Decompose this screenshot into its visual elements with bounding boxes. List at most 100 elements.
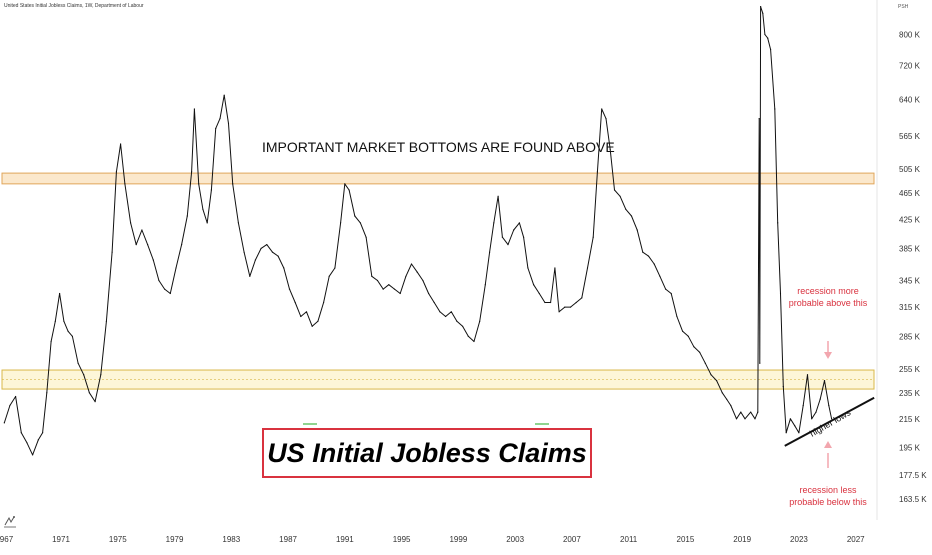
data-point <box>831 418 833 420</box>
data-point <box>704 362 706 364</box>
data-point <box>754 418 756 420</box>
data-point <box>334 267 336 269</box>
data-point <box>740 411 742 413</box>
data-point <box>344 183 346 185</box>
data-point <box>433 301 435 304</box>
data-point <box>371 275 373 277</box>
data-point <box>410 263 413 265</box>
data-point <box>544 301 546 304</box>
x-tick-label: 2011 <box>620 535 638 544</box>
price-unit: PSH <box>898 4 909 10</box>
data-point <box>613 189 616 191</box>
x-tick-label: 1971 <box>52 535 70 544</box>
data-point <box>601 108 603 110</box>
x-tick-label: 2007 <box>563 535 581 544</box>
x-tick-label: 1991 <box>336 535 354 544</box>
data-point <box>774 108 776 110</box>
y-tick-label: 235 K <box>899 389 921 398</box>
data-point <box>67 330 69 332</box>
data-point <box>605 118 607 120</box>
data-point <box>54 320 56 322</box>
data-point <box>586 267 589 269</box>
data-point <box>186 215 188 217</box>
y-tick-label: 385 K <box>899 244 921 253</box>
data-point <box>785 432 787 434</box>
data-point <box>497 195 499 197</box>
data-point <box>653 263 655 265</box>
data-point <box>533 284 535 286</box>
data-point <box>26 442 28 444</box>
data-point <box>227 122 230 125</box>
data-point <box>819 398 821 400</box>
data-point <box>283 267 285 269</box>
upper-band-text: IMPORTANT MARKET BOTTOMS ARE FOUND ABOVE <box>262 139 615 155</box>
data-point <box>798 432 800 434</box>
data-point <box>416 271 418 273</box>
data-point <box>489 251 491 253</box>
y-axis: 163.5 K 177.5 K 195 K 215 K 235 K 255 K 285 K 3… <box>899 30 927 503</box>
data-point <box>215 127 217 130</box>
data-point <box>206 222 208 224</box>
data-point <box>726 398 728 400</box>
data-point <box>445 315 447 318</box>
data-point <box>642 251 644 253</box>
data-point <box>94 401 96 403</box>
data-point <box>219 118 221 120</box>
data-point <box>191 171 193 173</box>
data-point <box>42 432 44 434</box>
data-point <box>757 411 759 413</box>
data-point <box>100 374 102 376</box>
data-point <box>828 404 830 407</box>
data-point <box>523 236 525 238</box>
data-point <box>237 222 239 224</box>
data-point <box>473 340 475 343</box>
data-point <box>670 292 672 295</box>
data-point <box>647 255 650 257</box>
data-point <box>115 171 117 173</box>
y-tick-label: 195 K <box>899 443 921 452</box>
data-point <box>59 292 61 295</box>
y-tick-label: 565 K <box>899 132 921 141</box>
series-line-0 <box>3 6 833 456</box>
x-tick-label: 2015 <box>677 535 695 544</box>
data-point <box>710 374 712 376</box>
data-point <box>676 315 678 318</box>
data-point <box>554 267 556 269</box>
data-point <box>682 330 684 332</box>
data-point <box>83 374 85 376</box>
data-point <box>266 244 268 246</box>
data-point <box>484 284 486 286</box>
y-tick-label: 315 K <box>899 303 921 312</box>
data-point <box>716 380 718 382</box>
x-tick-label: 2023 <box>790 535 808 544</box>
data-point <box>399 292 401 295</box>
x-tick-label: 1979 <box>166 535 184 544</box>
data-point <box>750 411 752 413</box>
data-point <box>759 362 761 364</box>
note-above: recession more probable above this <box>789 286 868 308</box>
x-tick-label: 1987 <box>279 535 297 544</box>
data-point <box>37 439 39 441</box>
data-point <box>3 422 5 424</box>
data-point <box>762 12 764 14</box>
data-point <box>823 380 826 382</box>
title-box-text: US Initial Jobless Claims <box>267 437 587 468</box>
data-point <box>730 404 732 407</box>
data-point <box>581 297 583 299</box>
series-layer <box>3 6 833 456</box>
markers-layer <box>303 423 549 425</box>
data-point <box>794 425 796 427</box>
trendline-layer <box>784 396 875 447</box>
data-point <box>806 374 809 376</box>
data-point <box>147 244 149 246</box>
data-point <box>439 311 441 313</box>
data-point <box>693 346 695 348</box>
data-point <box>31 454 34 456</box>
data-point <box>770 48 772 51</box>
data-point <box>359 222 361 224</box>
data-point <box>300 315 302 318</box>
data-point <box>328 275 330 277</box>
data-point <box>63 320 65 322</box>
data-point <box>277 255 279 257</box>
note-below-line-1: recession less <box>799 485 857 495</box>
